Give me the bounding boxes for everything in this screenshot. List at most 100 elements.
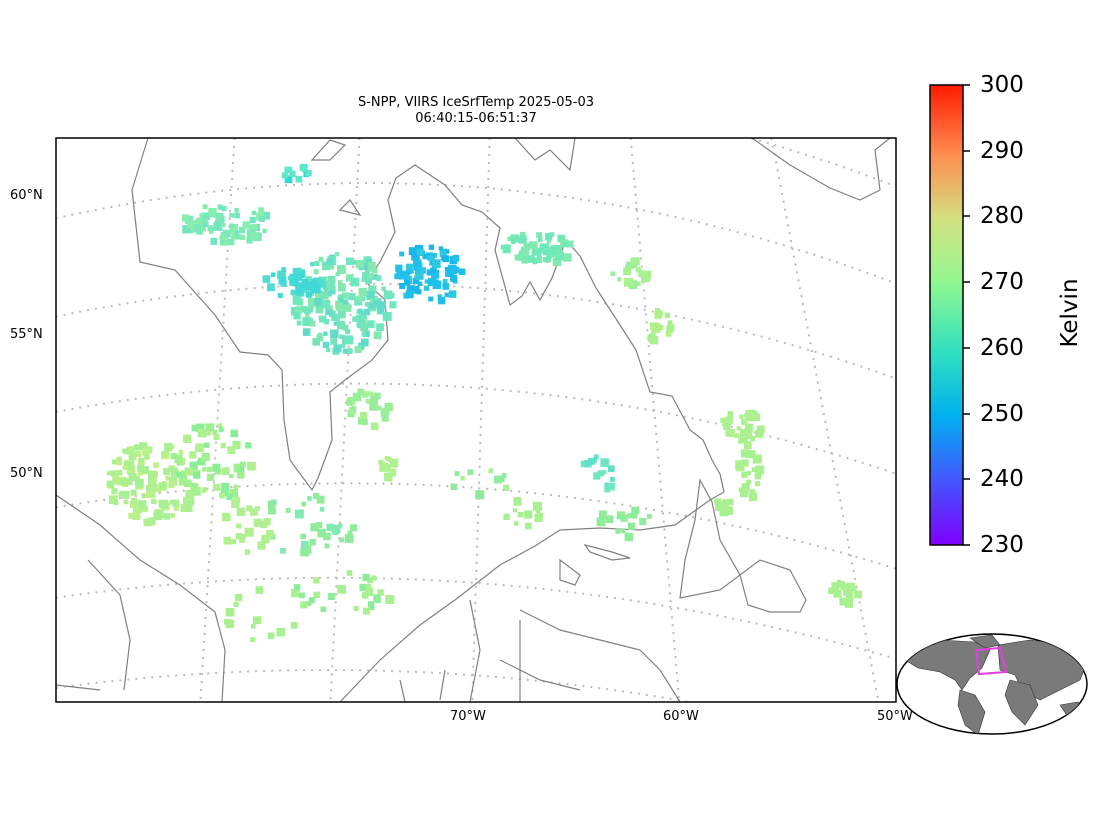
- data-pixel: [231, 539, 237, 545]
- data-pixel: [190, 486, 196, 492]
- data-pixel: [313, 269, 319, 275]
- data-pixel: [350, 524, 358, 532]
- data-pixel: [361, 592, 369, 599]
- data-pixel: [634, 508, 640, 514]
- data-pixel: [381, 286, 386, 292]
- data-pixel: [736, 465, 742, 471]
- data-pixel: [370, 422, 379, 430]
- data-pixel: [197, 428, 207, 438]
- colorbar-tick-label: 290: [980, 138, 1024, 164]
- data-pixel: [314, 260, 320, 266]
- data-pixel: [270, 272, 276, 277]
- data-pixel: [739, 414, 744, 419]
- data-pixel: [389, 458, 399, 468]
- data-pixel: [344, 335, 354, 345]
- data-pixel: [267, 632, 275, 640]
- data-pixel: [513, 521, 519, 526]
- data-pixel: [251, 624, 256, 629]
- data-pixel: [111, 470, 118, 477]
- data-pixel: [355, 296, 363, 303]
- data-pixel: [295, 175, 303, 183]
- data-pixel: [307, 496, 312, 501]
- data-pixel: [566, 240, 574, 248]
- data-pixel: [143, 518, 152, 527]
- data-pixel: [210, 237, 218, 245]
- data-pixel: [324, 543, 330, 549]
- data-pixel: [267, 506, 276, 515]
- data-pixel: [534, 513, 543, 522]
- data-pixel: [262, 275, 271, 283]
- data-pixel: [596, 517, 606, 527]
- data-pixel: [155, 509, 164, 519]
- data-pixel: [744, 441, 752, 449]
- data-pixel: [399, 251, 405, 257]
- data-pixel: [385, 595, 395, 604]
- data-pixel: [209, 229, 214, 234]
- data-pixel: [422, 253, 429, 260]
- data-pixel: [199, 213, 204, 218]
- data-pixel: [239, 234, 245, 240]
- data-pixel: [251, 210, 257, 216]
- data-pixel: [201, 452, 210, 461]
- data-pixel: [351, 260, 357, 265]
- data-pixel: [854, 590, 862, 599]
- data-pixel: [340, 343, 346, 348]
- data-pixel: [212, 463, 221, 472]
- data-pixel: [615, 528, 621, 534]
- data-pixel: [563, 253, 572, 262]
- data-pixel: [502, 244, 511, 254]
- data-pixel: [667, 323, 675, 332]
- data-pixel: [238, 466, 245, 473]
- data-pixel: [326, 523, 334, 532]
- data-pixel: [384, 472, 392, 480]
- data-pixel: [749, 489, 756, 496]
- data-pixel: [237, 471, 245, 479]
- data-pixel: [266, 530, 274, 538]
- data-pixel: [580, 460, 588, 468]
- data-pixel: [313, 591, 320, 598]
- data-pixel: [376, 276, 382, 282]
- data-pixel: [229, 212, 234, 218]
- data-pixel: [112, 475, 119, 483]
- data-pixel: [330, 329, 339, 338]
- data-pixel: [488, 468, 494, 474]
- data-pixel: [752, 454, 762, 464]
- data-pixel: [523, 510, 533, 519]
- data-pixel: [527, 255, 535, 263]
- data-pixel: [128, 452, 137, 461]
- data-pixel: [377, 589, 384, 596]
- data-pixel: [635, 267, 642, 273]
- data-pixel: [749, 416, 755, 422]
- data-pixel: [554, 245, 563, 253]
- data-pixel: [244, 527, 254, 537]
- data-pixel: [317, 277, 322, 282]
- graticule: [56, 138, 896, 702]
- data-pixel: [846, 582, 855, 591]
- data-pixel: [346, 399, 353, 406]
- data-pixel: [499, 476, 505, 482]
- data-pixel: [193, 471, 201, 479]
- data-pixel: [170, 474, 177, 481]
- data-pixel: [345, 329, 350, 335]
- data-pixel: [158, 499, 166, 508]
- data-pixel: [141, 505, 148, 513]
- data-pixel: [415, 271, 424, 280]
- data-pixel: [381, 414, 389, 422]
- data-pixel: [320, 606, 327, 613]
- data-pixel: [593, 454, 599, 460]
- data-pixel: [363, 330, 370, 338]
- data-pixel: [182, 225, 191, 234]
- data-pixel: [255, 521, 261, 527]
- data-pixel: [148, 479, 157, 488]
- data-pixel: [312, 337, 321, 346]
- data-pixel: [415, 267, 423, 275]
- data-pixel: [720, 417, 726, 423]
- data-pixel: [191, 424, 199, 432]
- data-pixel: [183, 434, 192, 443]
- data-pixel: [220, 239, 225, 244]
- data-pixel: [178, 449, 184, 455]
- data-pixel: [546, 256, 552, 262]
- data-pixel: [142, 447, 150, 455]
- data-pixel: [513, 497, 522, 506]
- data-pixel: [405, 290, 414, 299]
